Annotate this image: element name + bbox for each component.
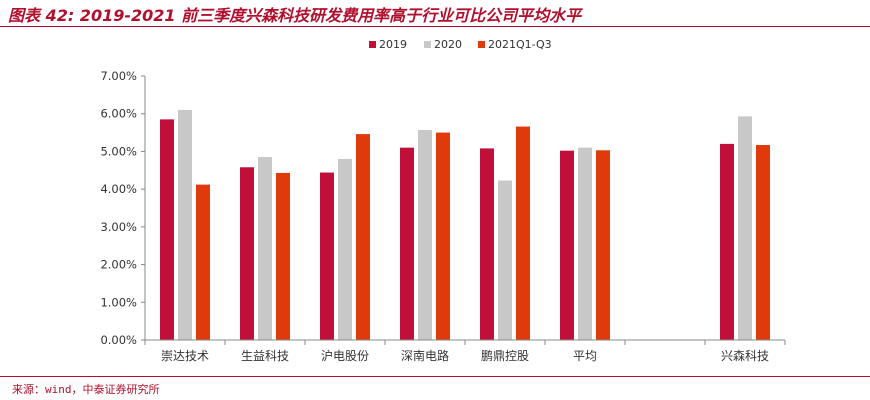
bar-2019-沪电股份: [320, 172, 334, 340]
figure-title-bar: 图表 42: 2019-2021 前三季度兴森科技研发费用率高于行业可比公司平均…: [0, 0, 870, 26]
y-axis: 0.00% 1.00% 2.00% 3.00% 4.00% 5.00% 6.00% 7.00%: [100, 69, 146, 347]
bar-2020-兴森科技: [738, 116, 752, 341]
figure-title: 图表 42: 2019-2021 前三季度兴森科技研发费用率高于行业可比公司平均…: [8, 6, 582, 25]
x-tick-label: 生益科技: [241, 349, 289, 363]
legend-label-2021Q1-Q3: 2021Q1-Q3: [488, 38, 552, 51]
bar-2020-生益科技: [258, 157, 272, 340]
bars: [160, 109, 770, 341]
y-tick-label: 7.00%: [100, 69, 137, 83]
x-tick-label: 沪电股份: [321, 349, 369, 363]
y-tick-label: 4.00%: [100, 182, 137, 196]
bar-2020-深南电路: [418, 129, 432, 340]
x-axis: 崇达技术 生益科技 沪电股份 深南电路 鹏鼎控股 平均 兴森科技: [144, 339, 786, 363]
y-tick-label: 3.00%: [100, 220, 137, 234]
bar-2019-生益科技: [240, 167, 254, 340]
y-tick-label: 6.00%: [100, 107, 137, 121]
y-tick-label: 1.00%: [100, 295, 137, 309]
bar-2020-平均: [578, 147, 592, 340]
bar-2019-深南电路: [400, 147, 414, 340]
x-tick-label: 崇达技术: [161, 349, 209, 363]
bar-chart: 2019 2020 2021Q1-Q3 0.00% 1.00% 2.00% 3.00% 4.…: [100, 38, 786, 363]
bar-2019-平均: [560, 150, 574, 340]
legend-swatch-2021Q1-Q3: [478, 41, 485, 48]
bar-2021Q1-Q3-生益科技: [276, 172, 290, 340]
source-note: 来源：wind，中泰证券研究所: [12, 383, 160, 396]
bar-2021Q1-Q3-兴森科技: [756, 145, 770, 340]
y-tick-label: 2.00%: [100, 258, 137, 272]
chart-legend: 2019 2020 2021Q1-Q3: [369, 38, 552, 51]
legend-swatch-2019: [369, 41, 376, 48]
bar-2019-兴森科技: [720, 143, 734, 340]
bar-2020-崇达技术: [178, 109, 192, 340]
x-tick-label: 深南电路: [401, 348, 449, 363]
x-tick-label: 鹏鼎控股: [481, 349, 529, 363]
y-tick-label: 0.00%: [100, 333, 137, 347]
source-divider: [0, 376, 870, 377]
bar-2019-崇达技术: [160, 119, 174, 340]
bar-2021Q1-Q3-鹏鼎控股: [516, 126, 530, 340]
bar-2020-鹏鼎控股: [498, 180, 512, 340]
title-divider: [0, 26, 870, 27]
legend-label-2019: 2019: [379, 38, 407, 51]
bar-2020-沪电股份: [338, 158, 352, 340]
x-tick-label: 兴森科技: [721, 348, 769, 363]
bar-2021Q1-Q3-沪电股份: [356, 134, 370, 340]
bar-2021Q1-Q3-深南电路: [436, 132, 450, 340]
y-tick-label: 5.00%: [100, 144, 137, 158]
bar-2021Q1-Q3-崇达技术: [196, 184, 210, 340]
bar-2021Q1-Q3-平均: [596, 150, 610, 340]
legend-swatch-2020: [424, 41, 431, 48]
bar-2019-鹏鼎控股: [480, 148, 494, 340]
legend-label-2020: 2020: [434, 38, 462, 51]
x-tick-label: 平均: [573, 349, 597, 363]
